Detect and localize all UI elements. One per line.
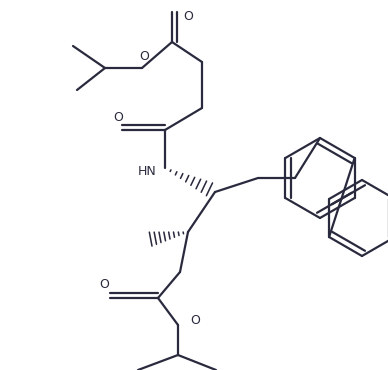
Text: O: O (190, 314, 200, 327)
Text: O: O (139, 50, 149, 63)
Text: HN: HN (138, 165, 156, 178)
Text: O: O (183, 10, 193, 23)
Text: O: O (99, 279, 109, 292)
Text: O: O (113, 111, 123, 124)
